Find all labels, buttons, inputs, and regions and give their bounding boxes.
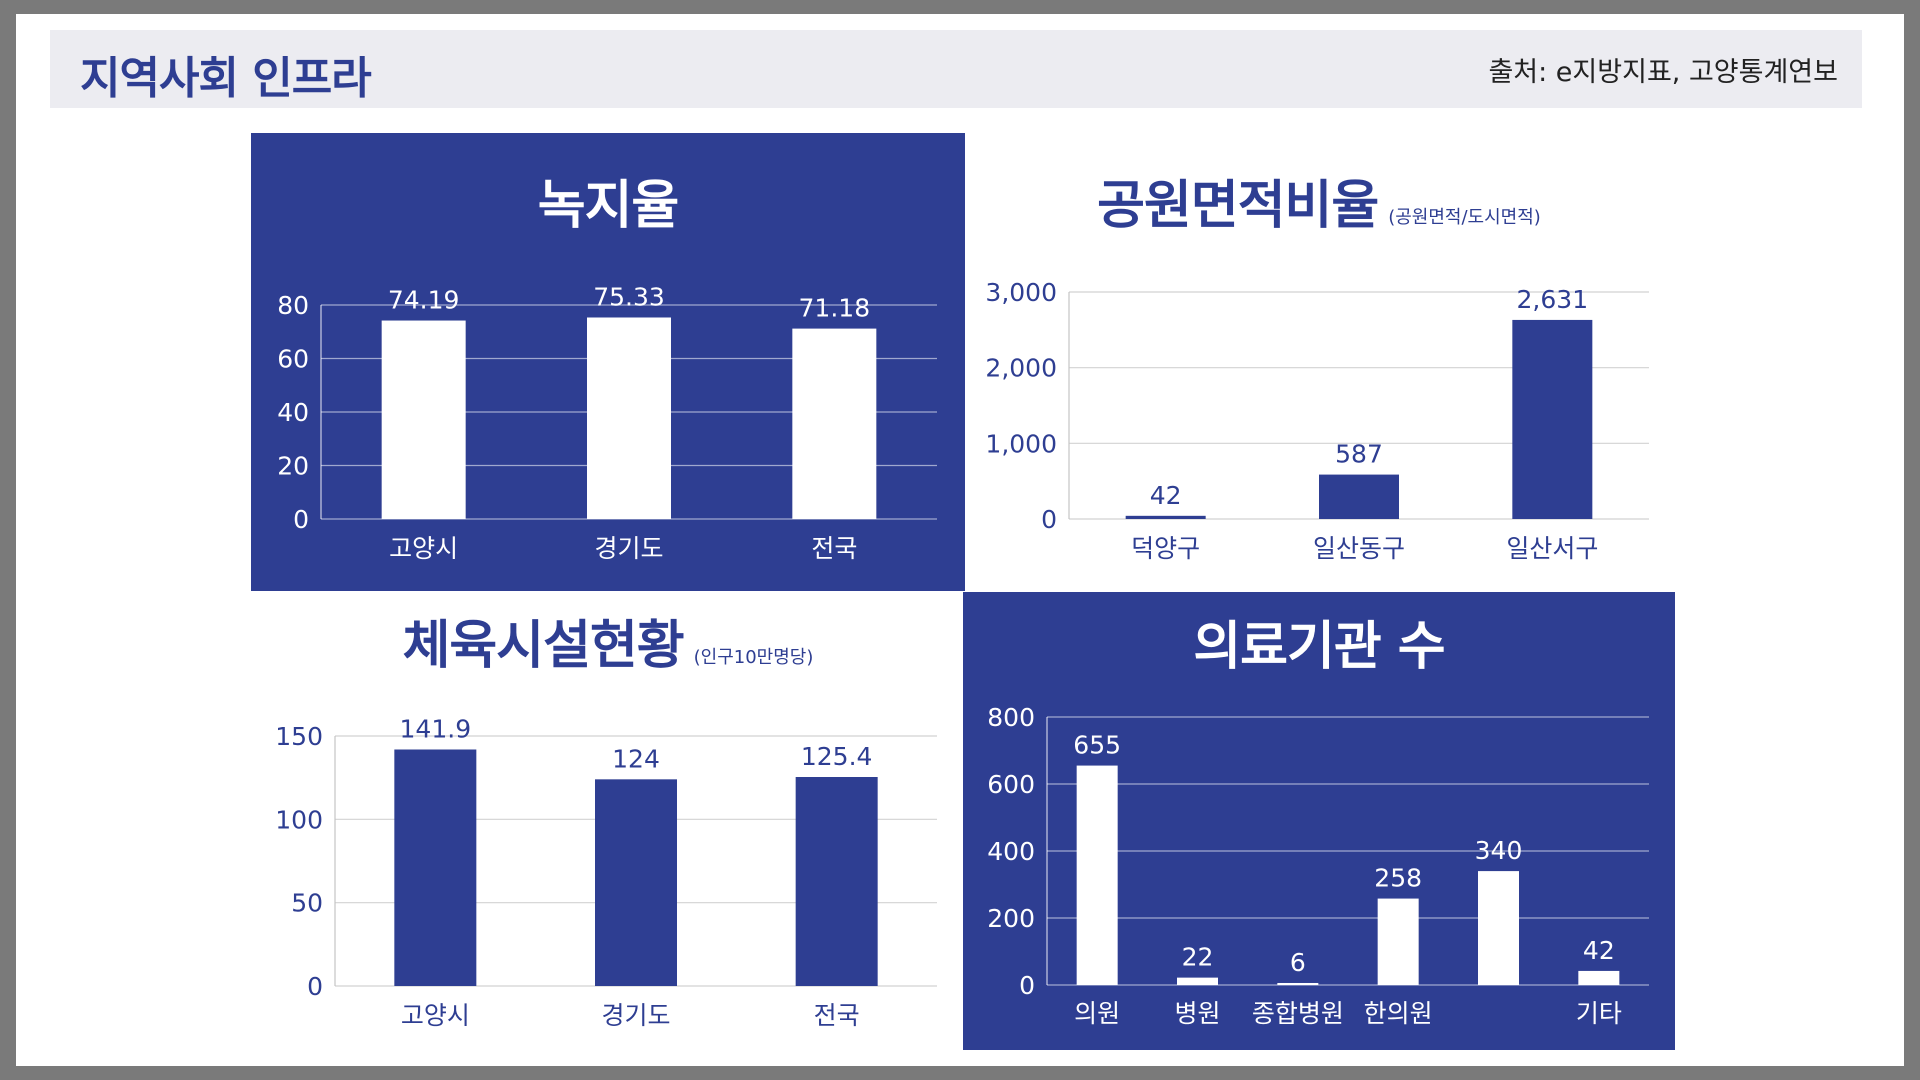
- green-ratio-panel: 녹지율 0 20 40 60 80 74.19 고양시 75.33 경기도 71.18 전국: [251, 133, 965, 591]
- sports-facility-title: 체육시설현황 (인구10만명당): [251, 603, 965, 678]
- y-tick-label: 60: [277, 345, 309, 374]
- sports-facility-chart: 0 50 100 150 141.9 고양시 124 경기도 125.4 전국: [275, 715, 937, 1030]
- data-label: 2,631: [1517, 285, 1589, 314]
- y-tick-label: 150: [275, 722, 323, 751]
- data-label: 655: [1073, 731, 1121, 760]
- y-tick-label: 2,000: [985, 354, 1057, 383]
- park-area-title: 공원면적비율 (공원면적/도시면적): [965, 163, 1673, 238]
- y-tick-label: 400: [987, 837, 1035, 866]
- y-tick-label: 40: [277, 398, 309, 427]
- medical-institution-panel: 의료기관 수 0 200 400 600 800 655 의원 22 병원 6 종합병원 258 한의원…: [963, 592, 1675, 1050]
- data-label: 74.19: [388, 286, 460, 315]
- medical-institution-title-text: 의료기관 수: [1193, 617, 1445, 677]
- bar: [1512, 319, 1593, 519]
- bar: [1277, 982, 1319, 985]
- bar: [587, 317, 671, 519]
- bar: [1319, 474, 1399, 519]
- data-label: 258: [1374, 864, 1422, 893]
- medical-institution-chart: 0 200 400 600 800 655 의원 22 병원 6 종합병원 258 한의원 340 42 기타: [987, 703, 1649, 1028]
- sports-facility-subtitle: (인구10만명당): [693, 647, 814, 668]
- y-tick-label: 0: [307, 972, 323, 1001]
- bar: [1076, 765, 1118, 985]
- x-tick-label: 병원: [1174, 999, 1220, 1028]
- header-bar: 지역사회 인프라 출처: e지방지표, 고양통계연보: [50, 30, 1862, 108]
- data-label: 75.33: [593, 282, 665, 311]
- sports-facility-title-text: 체육시설현황: [402, 616, 685, 676]
- y-tick-label: 1,000: [985, 429, 1057, 458]
- bar: [1578, 970, 1620, 985]
- x-tick-label: 기타: [1576, 999, 1622, 1028]
- bar: [1177, 977, 1218, 985]
- x-tick-label: 한의원: [1364, 999, 1433, 1028]
- sports-facility-panel: 체육시설현황 (인구10만명당) 0 50 100 150 141.9 고양시 124 경기도 1…: [251, 591, 965, 1051]
- x-tick-label: 종합병원: [1252, 999, 1344, 1028]
- data-label: 125.4: [801, 742, 873, 771]
- source-note: 출처: e지방지표, 고양통계연보: [1488, 57, 1838, 88]
- park-area-chart: 0 1,000 2,000 3,000 42 덕양구 587 일산동구 2,631 일산서구: [985, 278, 1649, 563]
- y-tick-label: 800: [987, 703, 1035, 732]
- green-ratio-chart: 0 20 40 60 80 74.19 고양시 75.33 경기도 71.18 전국: [277, 282, 937, 563]
- park-area-panel: 공원면적비율 (공원면적/도시면적) 0 1,000 2,000 3,000 42 덕양구 5…: [965, 133, 1673, 591]
- data-label: 340: [1475, 836, 1523, 865]
- x-tick-label: 의원: [1074, 999, 1120, 1028]
- data-label: 71.18: [799, 294, 871, 323]
- data-label: 141.9: [400, 715, 472, 744]
- data-label: 124: [612, 744, 660, 773]
- x-tick-label: 덕양구: [1131, 534, 1200, 563]
- park-area-title-text: 공원면적비율: [1097, 176, 1379, 236]
- bar: [381, 320, 466, 519]
- bar: [1377, 898, 1419, 985]
- y-tick-label: 100: [275, 805, 323, 834]
- data-label: 42: [1150, 481, 1182, 510]
- data-label: 22: [1182, 943, 1214, 972]
- park-area-subtitle: (공원면적/도시면적): [1388, 207, 1541, 228]
- data-label: 6: [1290, 948, 1306, 977]
- bar: [1478, 871, 1519, 985]
- y-tick-label: 80: [277, 291, 309, 320]
- bar: [792, 328, 877, 519]
- bar: [595, 779, 677, 986]
- x-tick-label: 일산동구: [1313, 534, 1405, 563]
- bar: [795, 777, 878, 986]
- x-tick-label: 경기도: [601, 1001, 670, 1030]
- y-tick-label: 200: [987, 904, 1035, 933]
- data-label: 587: [1335, 440, 1383, 469]
- data-label: 42: [1583, 936, 1615, 965]
- x-tick-label: 고양시: [389, 534, 458, 563]
- y-tick-label: 3,000: [985, 278, 1057, 307]
- y-tick-label: 0: [293, 505, 309, 534]
- y-tick-label: 0: [1041, 505, 1057, 534]
- x-tick-label: 일산서구: [1506, 534, 1598, 563]
- y-tick-label: 600: [987, 770, 1035, 799]
- page-title: 지역사회 인프라: [80, 53, 372, 104]
- y-tick-label: 50: [291, 889, 323, 918]
- bar: [394, 749, 477, 986]
- x-tick-label: 전국: [814, 1001, 860, 1030]
- x-tick-label: 고양시: [401, 1001, 470, 1030]
- y-tick-label: 0: [1019, 971, 1035, 1000]
- medical-institution-title: 의료기관 수: [963, 604, 1675, 679]
- green-ratio-title-text: 녹지율: [537, 176, 680, 236]
- green-ratio-title: 녹지율: [251, 163, 965, 238]
- x-tick-label: 전국: [811, 534, 857, 563]
- x-tick-label: 경기도: [594, 534, 663, 563]
- y-tick-label: 20: [277, 452, 309, 481]
- bar: [1125, 515, 1206, 519]
